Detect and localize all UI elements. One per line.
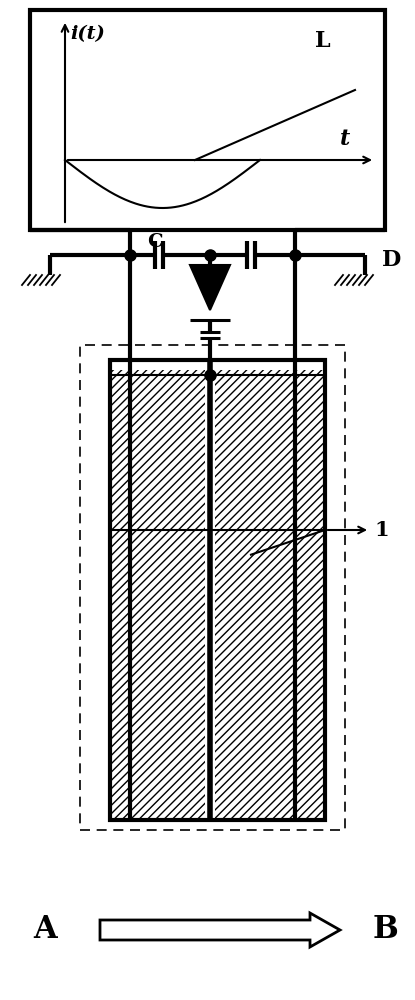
Text: D: D [382,249,401,271]
Bar [110,360,325,820]
Text: t: t [340,128,350,150]
Bar [110,370,205,820]
Text: L: L [315,30,331,52]
Polygon shape [190,265,230,310]
Bar [215,370,325,820]
Text: C: C [147,233,163,251]
Text: B: B [372,914,398,946]
Text: 1: 1 [374,520,388,540]
Bar [80,345,345,830]
Text: i(t): i(t) [70,25,105,43]
Text: A: A [33,914,57,946]
FancyArrow shape [100,913,340,947]
Bar [30,10,385,230]
